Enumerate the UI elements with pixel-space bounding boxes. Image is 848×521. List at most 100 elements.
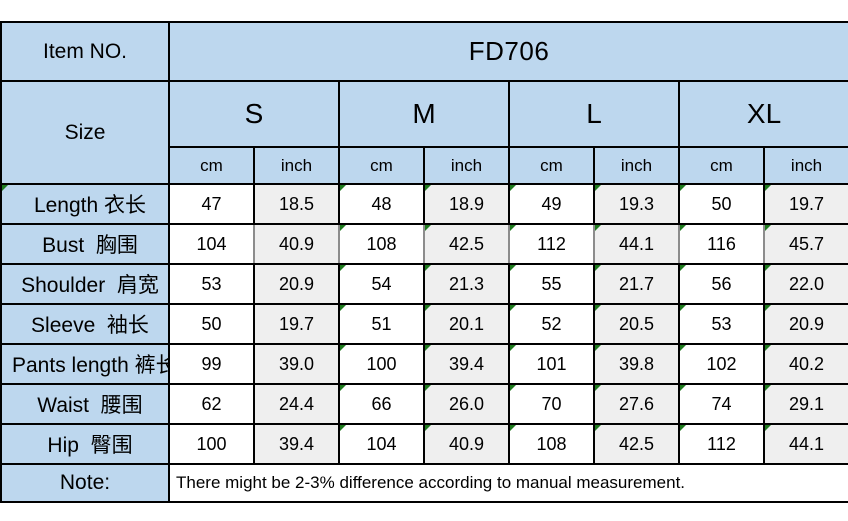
value-cell: 20.9 bbox=[762, 303, 848, 345]
error-flag-icon bbox=[680, 185, 686, 191]
value-cell: 112 bbox=[508, 223, 595, 265]
item-no-value: FD706 bbox=[167, 21, 848, 82]
value-cell: 62 bbox=[168, 383, 255, 425]
table-row-length: Length 衣长 47 18.5 48 18.9 49 19.3 50 19.… bbox=[0, 183, 848, 225]
error-flag-icon bbox=[510, 305, 516, 311]
error-flag-icon bbox=[510, 185, 516, 191]
error-flag-icon bbox=[765, 265, 771, 271]
note-text: There might be 2-3% difference according… bbox=[167, 463, 848, 503]
value-cell: 40.9 bbox=[423, 423, 510, 465]
error-flag-icon bbox=[680, 345, 686, 351]
value-cell: 24.4 bbox=[253, 383, 340, 425]
value-text: 20.5 bbox=[618, 313, 655, 334]
value-text: 112 bbox=[707, 433, 736, 454]
value-cell: 29.1 bbox=[762, 383, 848, 425]
value-text: 39.4 bbox=[448, 353, 485, 374]
value-text: 53 bbox=[711, 313, 732, 334]
value-text: 21.7 bbox=[618, 273, 655, 294]
table-row-shoulder: Shoulder 肩宽 53 20.9 54 21.3 55 21.7 56 2… bbox=[0, 263, 848, 305]
value-text: 100 bbox=[366, 353, 397, 374]
value-cell: 39.8 bbox=[593, 343, 680, 385]
error-flag-icon bbox=[425, 345, 431, 351]
value-text: 70 bbox=[541, 393, 562, 414]
value-text: 21.3 bbox=[448, 273, 485, 294]
item-no-row: Item NO. FD706 bbox=[0, 21, 848, 82]
value-cell: 20.9 bbox=[253, 263, 340, 305]
value-cell: 102 bbox=[678, 343, 765, 385]
error-flag-icon bbox=[765, 425, 771, 431]
size-label: Size bbox=[0, 80, 170, 185]
note-label: Note: bbox=[0, 463, 170, 503]
value-cell: 49 bbox=[508, 183, 595, 225]
value-cell: 47 bbox=[168, 183, 255, 225]
value-text: 29.1 bbox=[789, 393, 825, 414]
value-cell: 55 bbox=[508, 263, 595, 305]
value-text: 44.1 bbox=[618, 233, 655, 254]
value-text: 55 bbox=[541, 273, 562, 294]
error-flag-icon bbox=[340, 185, 346, 191]
row-label-text: Length 衣长 bbox=[33, 194, 147, 217]
error-flag-icon bbox=[425, 425, 431, 431]
unit-header: cm bbox=[508, 146, 595, 185]
value-cell: 20.1 bbox=[423, 303, 510, 345]
value-cell: 20.5 bbox=[593, 303, 680, 345]
item-no-label: Item NO. bbox=[0, 21, 170, 82]
error-flag-icon bbox=[340, 305, 346, 311]
value-cell: 42.5 bbox=[423, 223, 510, 265]
value-text: 51 bbox=[371, 313, 392, 334]
error-flag-icon bbox=[680, 385, 686, 391]
value-cell: 116 bbox=[678, 223, 765, 265]
value-text: 48 bbox=[371, 193, 392, 214]
error-flag-icon bbox=[510, 385, 516, 391]
error-flag-icon bbox=[595, 305, 601, 311]
value-text: 116 bbox=[707, 233, 736, 254]
table-row-hip: Hip 臀围 100 39.4 104 40.9 108 42.5 112 44… bbox=[0, 423, 848, 465]
unit-header: inch bbox=[762, 146, 848, 185]
value-cell: 100 bbox=[168, 423, 255, 465]
value-text: 39.8 bbox=[618, 353, 655, 374]
value-cell: 22.0 bbox=[762, 263, 848, 305]
error-flag-icon bbox=[680, 225, 686, 231]
size-header-row: Size S M L XL bbox=[0, 80, 848, 185]
value-cell: 39.0 bbox=[253, 343, 340, 385]
unit-header: inch bbox=[593, 146, 680, 185]
row-label-waist: Waist 腰围 bbox=[0, 383, 170, 425]
value-cell: 42.5 bbox=[593, 423, 680, 465]
error-flag-icon bbox=[595, 345, 601, 351]
value-text: 52 bbox=[541, 313, 562, 334]
unit-header: cm bbox=[678, 146, 765, 185]
value-cell: 18.5 bbox=[253, 183, 340, 225]
size-col-header-l: L bbox=[508, 80, 680, 148]
size-chart-table: Item NO. FD706 Size S M L XL cm inch cm … bbox=[0, 21, 848, 503]
error-flag-icon bbox=[340, 345, 346, 351]
value-text: 66 bbox=[371, 393, 392, 414]
error-flag-icon bbox=[765, 345, 771, 351]
value-text: 20.1 bbox=[448, 313, 485, 334]
size-col-header-m: M bbox=[338, 80, 510, 148]
error-flag-icon bbox=[595, 425, 601, 431]
value-text: 49 bbox=[541, 193, 562, 214]
value-cell: 39.4 bbox=[423, 343, 510, 385]
error-flag-icon bbox=[510, 425, 516, 431]
value-cell: 21.7 bbox=[593, 263, 680, 305]
value-text: 27.6 bbox=[618, 393, 655, 414]
error-flag-icon bbox=[425, 385, 431, 391]
value-cell: 21.3 bbox=[423, 263, 510, 305]
value-text: 112 bbox=[537, 233, 566, 254]
value-text: 19.3 bbox=[618, 193, 655, 214]
value-cell: 108 bbox=[338, 223, 425, 265]
value-cell: 112 bbox=[678, 423, 765, 465]
unit-header: inch bbox=[253, 146, 340, 185]
value-text: 108 bbox=[366, 233, 397, 254]
value-text: 40.9 bbox=[448, 433, 485, 454]
value-cell: 39.4 bbox=[253, 423, 340, 465]
value-cell: 104 bbox=[338, 423, 425, 465]
value-cell: 45.7 bbox=[762, 223, 848, 265]
note-row: Note: There might be 2-3% difference acc… bbox=[0, 463, 848, 503]
value-cell: 108 bbox=[508, 423, 595, 465]
error-flag-icon bbox=[425, 225, 431, 231]
error-flag-icon bbox=[765, 385, 771, 391]
value-text: 22.0 bbox=[789, 273, 825, 294]
error-flag-icon bbox=[595, 265, 601, 271]
